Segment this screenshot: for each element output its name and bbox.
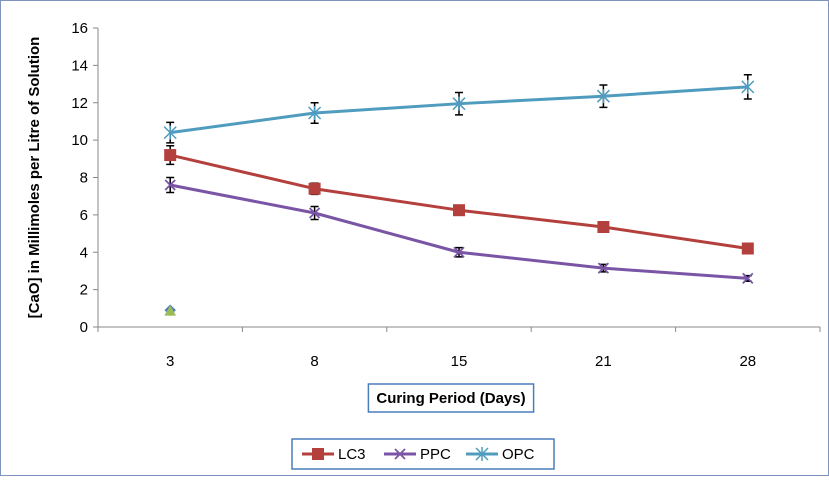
marker-cross [597,262,610,274]
y-ticks: 0 2 4 6 8 10 12 14 16 [71,20,98,336]
y-tick-label: 2 [80,282,88,299]
series-ppc [164,176,754,285]
x-tick-label: 3 [166,353,174,370]
data-point-ppc [308,207,321,219]
marker-square [312,448,324,460]
legend-label-lc3: LC3 [338,446,366,463]
x-axis-label: Curing Period (Days) [376,390,525,407]
marker-cross [453,246,465,258]
marker-cross [308,207,321,219]
legend-label-opc: OPC [502,446,535,463]
data-point-ppc [164,179,176,191]
x-axis-title-box: Curing Period (Days) [367,383,535,413]
data-point-lc3 [741,242,754,255]
marker-square [597,221,610,234]
legend-frame [291,438,555,470]
marker-triangle [164,305,177,316]
plot-area: 0 2 4 6 8 10 12 14 16 3 8 15 21 28 [71,20,821,370]
legend-marker-lc3 [312,448,324,460]
data-point-lc3 [453,204,465,217]
x-tick-label: 21 [595,353,612,370]
marker-star [596,89,610,104]
data-point-ppc [597,262,610,274]
marker-star [452,96,466,111]
marker-star [741,79,755,94]
y-tick-label: 12 [71,95,88,112]
marker-square [164,149,177,162]
marker-star [475,447,489,461]
legend-item-opc: OPC [466,446,535,463]
y-axis-label: [CaO] in Millimoles per Litre of Solutio… [26,37,43,319]
marker-square [308,182,321,195]
data-point-lc3 [308,182,321,195]
data-point-ppc [453,246,465,258]
data-point-ppc [742,272,754,285]
series-line-ppc [169,183,748,280]
marker-cross [394,448,406,460]
legend-label-ppc: PPC [420,446,451,463]
series-opc [163,73,755,144]
series-lc3 [164,144,754,255]
data-point-opc [596,89,610,104]
marker-star [308,106,322,121]
marker-cross [164,179,176,191]
legend-marker-ppc [394,448,406,460]
legend-marker-opc [475,447,489,461]
x-tick-label: 28 [739,353,756,370]
legend: LC3 PPC OPC [291,438,555,470]
y-tick-label: 4 [80,244,88,261]
x-tick-label: 8 [310,353,318,370]
data-point-opc [452,96,466,111]
y-tick-label: 14 [71,57,88,74]
legend-item-ppc: PPC [384,446,451,463]
series-layer [163,73,755,316]
data-point-opc [741,79,755,94]
y-tick-label: 0 [80,319,88,336]
data-point-lc3 [597,221,610,234]
data-point-lc3 [164,149,177,162]
y-tick-label: 10 [71,132,88,149]
legend-item-lc3: LC3 [302,446,366,463]
data-point-opc [308,106,322,121]
x-tick-label: 15 [451,353,468,370]
y-tick-label: 6 [80,207,88,224]
marker-square [453,204,465,217]
data-point-opc [163,125,177,140]
marker-star [163,125,177,140]
marker-cross [742,272,754,285]
legend-items: LC3 PPC OPC [302,446,535,463]
y-tick-label: 16 [71,20,88,37]
y-tick-label: 8 [80,170,88,187]
marker-square [741,242,754,255]
x-axis-title-frame [367,383,535,413]
extra-data-point [164,305,177,316]
x-ticks: 3 8 15 21 28 [97,327,821,370]
